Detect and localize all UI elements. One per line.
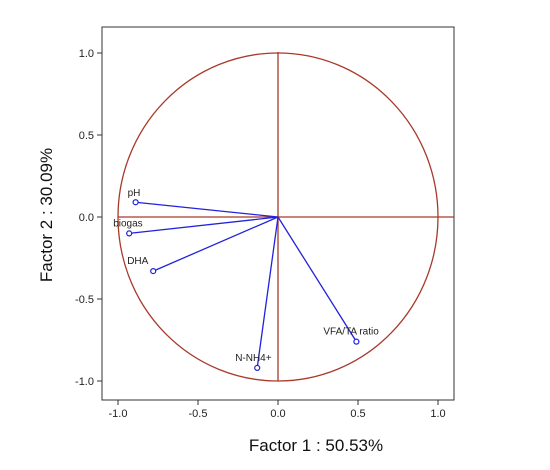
loading-point	[353, 338, 360, 345]
loading-point-label: pH	[128, 188, 141, 199]
y-axis-ticks: -1.0 -0.5 0.0 0.5 1.0	[75, 48, 102, 388]
x-tick-label: 0.5	[350, 408, 365, 420]
loading-point	[126, 230, 133, 237]
loading-vectors: pH biogas DHA N-NH4+ VFA/TA ratio	[113, 188, 379, 371]
y-tick-label: 0.0	[79, 212, 94, 224]
y-tick-label: -1.0	[75, 376, 94, 388]
y-tick-label: 0.5	[79, 130, 94, 142]
loading-point	[132, 199, 139, 206]
x-tick-label: 0.0	[270, 408, 285, 420]
loading-point-label: VFA/TA ratio	[323, 327, 379, 338]
y-tick-label: -0.5	[75, 294, 94, 306]
loading-vector-line	[256, 216, 279, 368]
x-tick-label: 1.0	[430, 408, 445, 420]
loading-point	[150, 268, 157, 275]
y-axis-title: Factor 2 : 30.09%	[37, 148, 56, 282]
loading-point-label: biogas	[113, 218, 142, 229]
loading-point-label: N-NH4+	[235, 353, 272, 364]
loading-point	[254, 364, 261, 371]
loading-vector-line	[152, 216, 279, 272]
loading-vector-line	[277, 216, 357, 342]
loading-point-label: DHA	[127, 256, 148, 267]
x-tick-label: -0.5	[189, 408, 208, 420]
y-tick-label: 1.0	[79, 48, 94, 60]
loading-vector-line	[135, 201, 279, 218]
x-axis-ticks: -1.0 -0.5 0.0 0.5 1.0	[109, 400, 446, 420]
x-tick-label: -1.0	[109, 408, 128, 420]
x-axis-title: Factor 1 : 50.53%	[249, 436, 383, 455]
loading-vector-line	[129, 216, 279, 235]
